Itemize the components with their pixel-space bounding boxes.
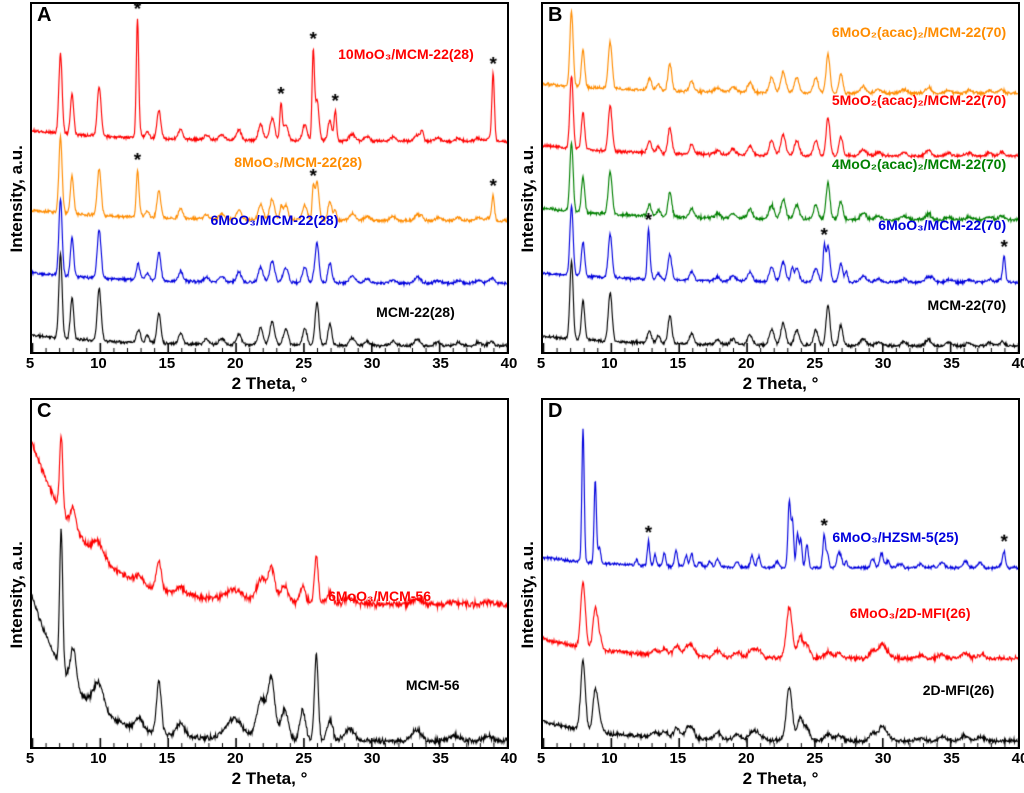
panel-D-plot-frame: D 2D-MFI(26) 6MoO₃/2D-MFI(26) 6MoO₃/HZSM-5… <box>541 397 1020 749</box>
series-label: 6MoO₃/MCM-22(70) <box>878 216 1007 233</box>
panel-B: Intensity, a.u. B MCM-22(70) 6MoO₃/MCM-22… <box>515 2 1024 396</box>
panel-B-xticks: 5 10 15 20 25 30 35 40 <box>537 354 1024 374</box>
y-axis-label: Intensity, a.u. <box>518 145 537 253</box>
x-tick-label: 20 <box>226 750 244 767</box>
series-label: 6MoO₃/MCM-56 <box>328 587 431 604</box>
x-tick-label: 30 <box>874 354 892 372</box>
x-tick-label: 30 <box>363 354 381 372</box>
series-label: MCM-56 <box>405 676 460 693</box>
series-label: 6MoO₂(acac)₂/MCM-22(70) <box>831 23 1007 40</box>
x-tick-label: 35 <box>432 750 449 767</box>
x-tick-label: 25 <box>295 354 313 372</box>
x-tick-label: 40 <box>500 750 518 767</box>
panel-letter: C <box>37 399 52 422</box>
panel-D: Intensity, a.u. D 2D-MFI(26) 6MoO₃/2D-MFI… <box>515 397 1024 792</box>
x-tick-label: 5 <box>25 750 35 767</box>
y-axis-label: Intensity, a.u. <box>7 540 26 648</box>
panel-D-plot-column: D 2D-MFI(26) 6MoO₃/2D-MFI(26) 6MoO₃/HZSM-5… <box>537 397 1024 792</box>
x-tick-label: 40 <box>1011 354 1024 372</box>
panel-A: Intensity, a.u. A MCM-22(28) 6MoO₃/MCM-22… <box>4 2 518 396</box>
panel-C: Intensity, a.u. C MCM-56 6MoO₃/MCM-56 5 10… <box>4 397 518 792</box>
panel-letter: D <box>548 399 563 422</box>
panel-D-canvas <box>543 399 1018 747</box>
panel-B-plot-frame: B MCM-22(70) 6MoO₃/MCM-22(70) 4MoO₂(acac)₂… <box>541 2 1020 354</box>
series-label: 2D-MFI(26) <box>922 681 995 698</box>
x-tick-label: 25 <box>806 354 824 372</box>
x-tick-label: 35 <box>432 354 449 372</box>
x-axis-label: 2 Theta, ° <box>231 769 308 788</box>
x-tick-label: 5 <box>25 354 35 372</box>
panel-letter: B <box>548 4 563 26</box>
x-axis-label: 2 Theta, ° <box>231 373 308 393</box>
x-tick-label: 5 <box>536 354 546 372</box>
panel-A-plot-column: A MCM-22(28) 6MoO₃/MCM-22(28) 8MoO₃/MCM-22… <box>26 2 518 396</box>
x-tick-label: 15 <box>158 354 176 372</box>
panel-A-canvas <box>32 4 507 352</box>
series-label: 6MoO₃/2D-MFI(26) <box>849 605 971 622</box>
series-label: 6MoO₃/HZSM-5(25) <box>832 528 959 545</box>
x-tick-label: 10 <box>90 354 107 372</box>
series-label: 4MoO₂(acac)₂/MCM-22(70) <box>831 155 1007 172</box>
y-axis-label: Intensity, a.u. <box>518 540 537 648</box>
series-label: MCM-22(28) <box>376 303 455 320</box>
x-tick-label: 30 <box>363 750 381 767</box>
x-tick-label: 40 <box>500 354 518 372</box>
x-tick-label: 15 <box>669 354 687 372</box>
panel-D-xticks: 5 10 15 20 25 30 35 40 <box>537 749 1024 769</box>
x-axis-label: 2 Theta, ° <box>742 769 819 788</box>
series-label: MCM-22(70) <box>927 296 1007 313</box>
x-tick-label: 25 <box>806 750 824 767</box>
x-tick-label: 10 <box>601 750 618 767</box>
x-tick-label: 35 <box>943 354 960 372</box>
panel-B-plot-column: B MCM-22(70) 6MoO₃/MCM-22(70) 4MoO₂(acac)₂… <box>537 2 1024 396</box>
x-tick-label: 20 <box>737 750 755 767</box>
x-tick-label: 5 <box>536 750 546 767</box>
panel-C-plot-column: C MCM-56 6MoO₃/MCM-56 5 10 15 20 25 30 35 40 2 T… <box>26 397 518 792</box>
x-tick-label: 25 <box>295 750 313 767</box>
panel-C-canvas <box>32 399 507 747</box>
x-tick-label: 20 <box>737 354 755 372</box>
x-tick-label: 20 <box>226 354 244 372</box>
panel-letter: A <box>37 4 52 26</box>
x-axis-label: 2 Theta, ° <box>742 373 819 393</box>
y-axis-label: Intensity, a.u. <box>7 145 26 253</box>
panel-C-plot-frame: C MCM-56 6MoO₃/MCM-56 <box>30 397 509 749</box>
panel-C-xticks: 5 10 15 20 25 30 35 40 <box>26 749 518 769</box>
series-label: 5MoO₂(acac)₂/MCM-22(70) <box>831 91 1007 108</box>
series-label: 6MoO₃/MCM-22(28) <box>210 211 339 228</box>
x-tick-label: 30 <box>874 750 892 767</box>
x-tick-label: 40 <box>1011 750 1024 767</box>
series-label: 10MoO₃/MCM-22(28) <box>338 46 474 63</box>
panel-A-xticks: 5 10 15 20 25 30 35 40 <box>26 354 518 374</box>
panel-A-plot-frame: A MCM-22(28) 6MoO₃/MCM-22(28) 8MoO₃/MCM-22… <box>30 2 509 354</box>
x-tick-label: 15 <box>158 750 176 767</box>
x-tick-label: 10 <box>90 750 107 767</box>
panel-B-canvas <box>543 4 1018 352</box>
x-tick-label: 15 <box>669 750 687 767</box>
series-label: 8MoO₃/MCM-22(28) <box>234 154 363 171</box>
x-tick-label: 10 <box>601 354 618 372</box>
x-tick-label: 35 <box>943 750 960 767</box>
